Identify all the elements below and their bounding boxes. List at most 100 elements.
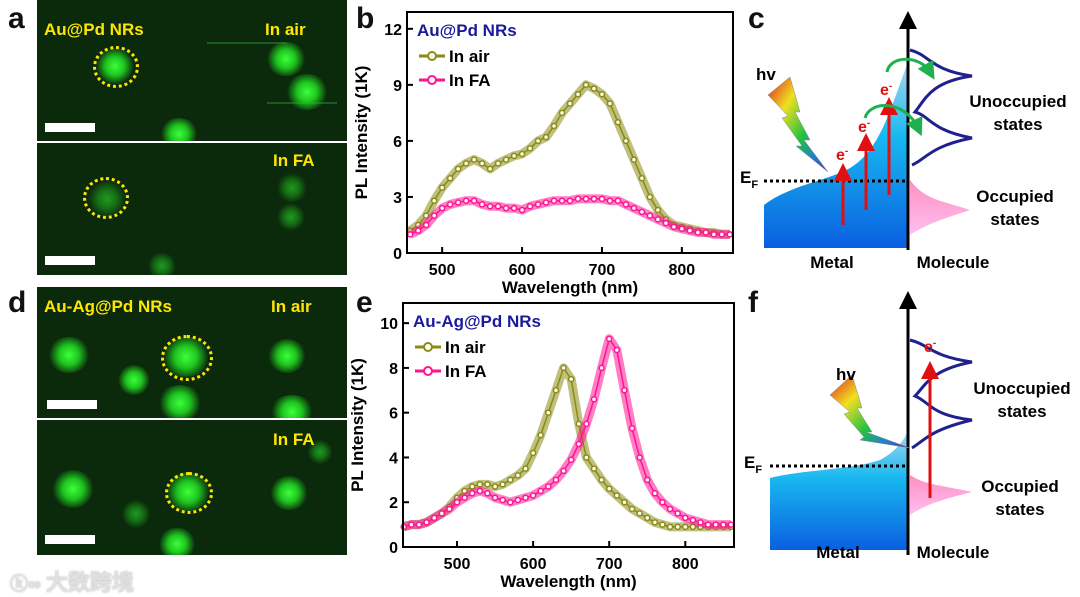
legend-label: In air: [445, 338, 486, 357]
data-point: [454, 165, 462, 173]
data-point: [478, 160, 486, 167]
data-point: [606, 197, 614, 204]
y-tick-label: 10: [380, 316, 398, 333]
data-point: [545, 483, 552, 490]
data-point: [718, 231, 726, 238]
data-point: [484, 490, 491, 497]
data-point: [651, 490, 659, 497]
data-point: [552, 387, 560, 394]
photon-bolt-icon: [767, 76, 829, 173]
data-point: [462, 160, 470, 167]
data-point: [636, 510, 643, 517]
data-point: [697, 519, 704, 526]
data-point: [558, 197, 566, 204]
metal-band: [770, 430, 908, 550]
data-point: [476, 487, 484, 495]
y-tick-label: 0: [389, 540, 398, 557]
data-point: [590, 465, 598, 472]
x-tick-label: 800: [669, 262, 696, 279]
data-point: [646, 193, 654, 201]
data-point: [462, 197, 470, 204]
data-point: [613, 492, 621, 499]
scale-bar: [47, 400, 97, 409]
data-point: [566, 100, 574, 107]
data-point: [628, 425, 636, 432]
data-point: [686, 227, 694, 234]
x-tick-label: 600: [509, 262, 536, 279]
data-point: [598, 364, 605, 372]
data-point: [502, 156, 510, 163]
data-point: [430, 197, 438, 204]
data-point: [605, 335, 613, 343]
chart-title: Au@Pd NRs: [417, 21, 517, 40]
data-point: [598, 90, 606, 98]
data-point: [666, 505, 674, 513]
panel-label-c: c: [748, 2, 765, 35]
highlight-ring: [161, 335, 213, 381]
scale-bar: [45, 535, 95, 544]
unoccupied-states-curve: [909, 48, 973, 167]
legend-label: In FA: [449, 71, 491, 90]
unoccupied-label: Unoccupied: [969, 92, 1066, 111]
data-point: [438, 510, 446, 517]
data-point: [534, 137, 542, 145]
data-point: [644, 514, 651, 522]
highlight-ring: [93, 46, 139, 88]
y-tick-label: 8: [389, 361, 398, 378]
data-point: [710, 231, 718, 238]
y-axis-label: PL Intensity (1K): [348, 358, 367, 492]
fermi-label: EF: [740, 168, 758, 191]
y-tick-label: 3: [393, 190, 402, 207]
legend-label: In FA: [445, 362, 487, 381]
data-point: [605, 485, 613, 493]
chart-b: 500 600 700 800 0 3 6 9 12 Wavelength (nm) PL Inte…: [352, 11, 734, 297]
data-point: [453, 498, 461, 506]
highlight-ring: [83, 177, 129, 219]
data-point: [552, 476, 560, 484]
data-point: [484, 481, 491, 488]
data-point: [518, 206, 526, 214]
x-tick-label: 600: [520, 556, 547, 573]
data-point: [582, 81, 590, 89]
unoccupied-label: states: [993, 115, 1042, 134]
condition-label: In air: [265, 20, 306, 39]
data-point: [583, 454, 590, 461]
data-point: [621, 387, 628, 394]
highlight-ring: [165, 472, 213, 514]
occupied-states-curve: [910, 180, 970, 235]
electron-label: e-: [924, 338, 936, 356]
data-point: [654, 206, 662, 214]
data-point: [682, 523, 689, 531]
condition-label: In FA: [273, 151, 315, 170]
data-point: [720, 521, 727, 528]
data-point: [575, 440, 583, 448]
photon-bolt-icon: [829, 374, 911, 449]
data-point: [494, 203, 502, 210]
data-point: [662, 219, 670, 227]
data-point: [598, 195, 606, 203]
data-point: [550, 197, 558, 204]
data-point: [461, 494, 468, 502]
hv-label: hv: [756, 65, 776, 84]
data-point: [491, 494, 499, 502]
data-point: [614, 197, 622, 204]
data-point: [486, 165, 494, 173]
data-point: [567, 456, 575, 463]
occupied-label: Occupied: [976, 187, 1053, 206]
data-point: [514, 496, 522, 504]
panel-label-f: f: [748, 286, 758, 319]
data-point: [636, 454, 643, 461]
y-tick-label: 12: [384, 22, 402, 39]
data-point: [712, 521, 719, 528]
data-point: [702, 229, 710, 236]
y-axis-label: PL Intensity (1K): [352, 66, 371, 200]
panel-label-d: d: [8, 286, 27, 319]
data-point: [454, 199, 462, 206]
molecule-label: Molecule: [917, 253, 990, 272]
hv-label: hv: [836, 365, 856, 384]
panel-label-b: b: [356, 2, 375, 35]
data-point: [486, 203, 494, 210]
y-tick-label: 0: [393, 246, 402, 263]
data-point: [582, 195, 590, 203]
